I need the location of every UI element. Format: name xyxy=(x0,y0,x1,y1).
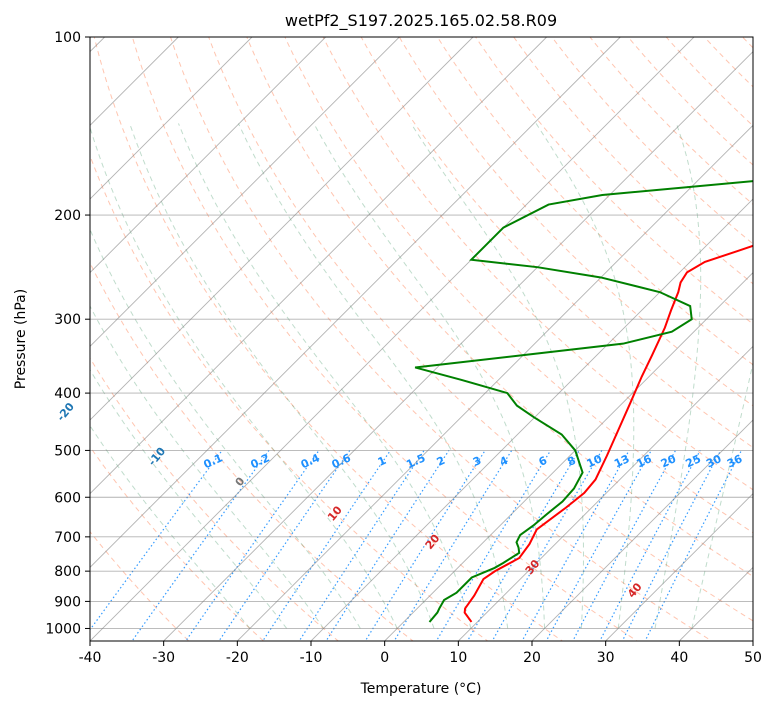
isotherm-line xyxy=(163,51,753,641)
isotherm-line xyxy=(90,37,474,421)
mixing-ratio-line xyxy=(325,450,450,641)
isotherm-line xyxy=(237,124,753,641)
dry-adiabat-line xyxy=(90,154,489,641)
x-tick-label: -30 xyxy=(152,650,175,666)
isotherm-line xyxy=(605,493,753,641)
dry-adiabat-line xyxy=(90,357,340,641)
isotherm-line xyxy=(384,272,753,641)
dry-adiabat-line xyxy=(93,37,564,641)
mixing-ratio-label: 30 xyxy=(704,452,724,470)
gridlines xyxy=(90,37,753,641)
isotherm-line xyxy=(90,37,326,274)
isotherm-line xyxy=(90,37,547,495)
x-tick-label: 40 xyxy=(670,650,688,666)
y-tick-label: 300 xyxy=(54,312,81,328)
y-axis-title: Pressure (hPa) xyxy=(13,289,29,389)
x-tick-label: 10 xyxy=(449,650,467,666)
isotherm-line xyxy=(310,198,753,641)
mixing-ratio-label: 36 xyxy=(725,452,745,470)
y-tick-label: 900 xyxy=(54,594,81,610)
mixing-ratio-line xyxy=(435,450,552,641)
dry-adiabat-line xyxy=(131,37,638,641)
isotherm-line xyxy=(90,37,695,641)
y-tick-label: 800 xyxy=(54,564,81,580)
mixing-ratio-line xyxy=(644,450,743,641)
x-tick-label: 50 xyxy=(744,650,762,666)
isotherm-line xyxy=(90,37,621,568)
dry-adiabat-line xyxy=(768,24,775,653)
moist-adiabat-line xyxy=(691,360,753,629)
mixing-ratio-label: 13 xyxy=(612,452,631,470)
y-axis: 1000 900 800 700 600 500 400 300 200 100 xyxy=(45,30,90,637)
mixing-ratio-line xyxy=(185,450,320,641)
x-axis: -40 -30 -20 -10 0 10 20 30 40 50 xyxy=(79,641,762,666)
dry-adiabat-line xyxy=(208,37,753,622)
dry-adiabat-line xyxy=(513,37,753,285)
mixing-ratio-label: 20 xyxy=(659,452,679,470)
x-tick-label: 30 xyxy=(597,650,615,666)
y-tick-label: 700 xyxy=(54,530,81,546)
isotherm-line xyxy=(458,345,753,641)
moist-adiabat-line xyxy=(313,123,546,629)
dry-adiabat-line xyxy=(360,37,753,449)
mixing-ratio-line xyxy=(90,450,223,631)
mixing-ratio-line xyxy=(491,450,603,641)
plot-frame xyxy=(89,36,754,642)
dry-adiabat-line xyxy=(284,37,753,534)
y-tick-label: 100 xyxy=(54,30,81,46)
x-axis-title: Temperature (°C) xyxy=(360,681,482,697)
dry-adiabat-line xyxy=(246,37,753,577)
moist-adiabat-line xyxy=(90,125,398,629)
x-tick-label: -10 xyxy=(300,650,323,666)
mixing-ratio-line xyxy=(218,450,351,641)
moist-adiabat-line xyxy=(410,123,584,629)
dewpoint-line xyxy=(414,180,753,623)
moist-adiabat-line xyxy=(237,123,509,629)
temperature-line xyxy=(463,244,753,623)
mixing-ratio-line xyxy=(621,450,722,641)
mixing-ratio-line xyxy=(521,450,630,641)
x-tick-label: 0 xyxy=(380,650,389,666)
mixing-ratio-line xyxy=(545,450,652,641)
dry-adiabat-line xyxy=(170,37,713,641)
y-tick-label: 1000 xyxy=(45,621,81,637)
dry-adiabat-line xyxy=(436,37,753,366)
mixing-ratio-line xyxy=(262,450,391,641)
dry-adiabat-line xyxy=(322,37,753,491)
mixing-ratio-line xyxy=(131,450,270,641)
mixing-ratio-label: 10 xyxy=(585,452,605,470)
series-lines xyxy=(414,180,753,623)
x-tick-label: -20 xyxy=(226,650,249,666)
moist-adiabat-line xyxy=(177,123,472,629)
dry-adiabat-line xyxy=(474,37,753,325)
x-tick-label: 20 xyxy=(523,650,541,666)
isotherm-line xyxy=(752,640,753,641)
y-tick-label: 200 xyxy=(54,208,81,224)
y-tick-label: 500 xyxy=(54,443,81,459)
mixing-ratio-label: 16 xyxy=(634,452,654,470)
x-tick-label: -40 xyxy=(79,650,102,666)
mixing-ratio-label: 25 xyxy=(684,452,703,470)
isotherm-line xyxy=(531,419,753,641)
moist-adiabat-line xyxy=(129,123,435,629)
chart-title: wetPf2_S197.2025.165.02.58.R09 xyxy=(285,11,557,31)
mixing-ratio-line xyxy=(298,450,425,641)
moist-adiabat-line xyxy=(90,228,361,629)
dry-adiabat-label: -20 xyxy=(54,400,77,424)
background-lines xyxy=(90,24,775,653)
y-tick-label: 400 xyxy=(54,386,81,402)
isotherm-line xyxy=(90,37,400,347)
moist-adiabat-line xyxy=(654,123,702,629)
moist-adiabat-line xyxy=(90,305,324,629)
dry-adiabat-line xyxy=(90,261,414,641)
isotherm-line xyxy=(90,37,253,200)
dry-adiabat-line xyxy=(398,37,753,407)
y-tick-label: 600 xyxy=(54,490,81,506)
